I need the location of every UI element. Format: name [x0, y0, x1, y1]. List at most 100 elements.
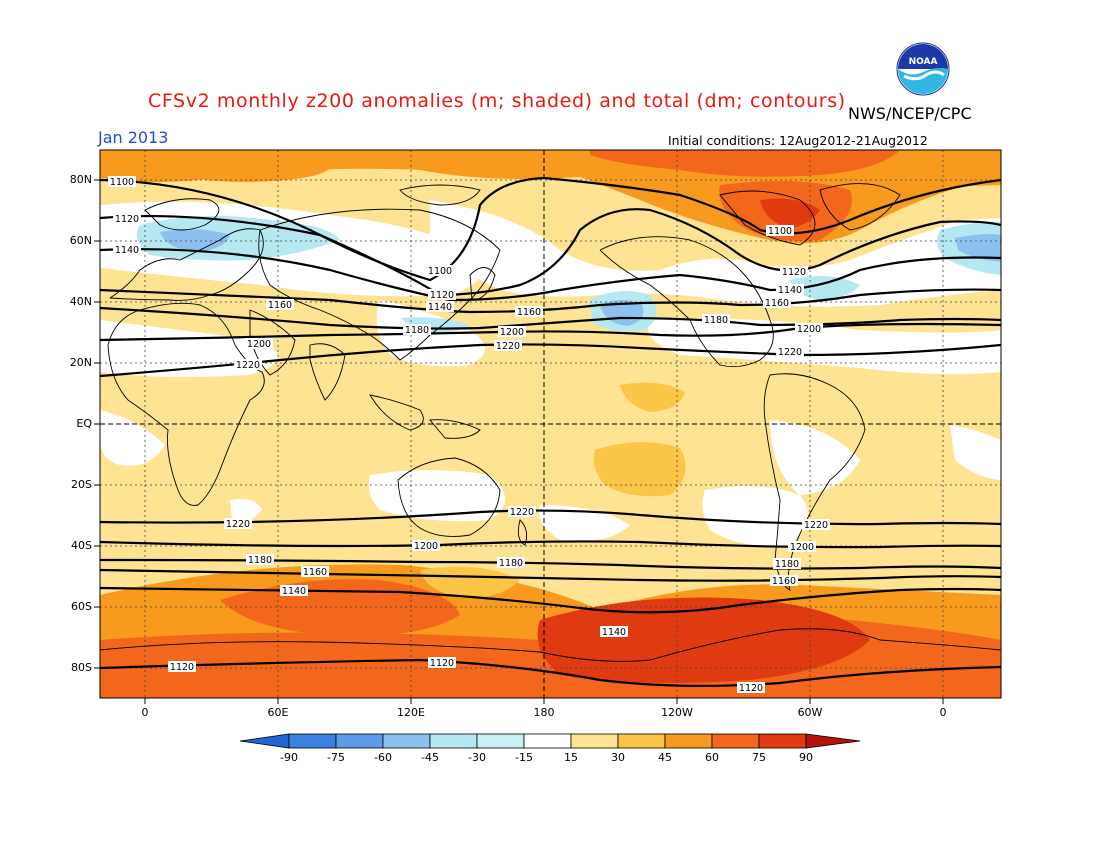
contour-label-1220-a: 1220 [494, 340, 522, 352]
svg-text:1200: 1200 [797, 324, 821, 335]
contour-label-1140-d: 1140 [280, 585, 308, 597]
noaa-logo: NOAA [896, 42, 950, 100]
contour-label-1220-c: 1220 [776, 346, 804, 358]
colorbar-swatch [617, 733, 666, 749]
contour-label-1120-d: 1120 [168, 661, 196, 673]
svg-text:1200: 1200 [247, 339, 271, 350]
lon-label-120e: 120E [397, 706, 425, 719]
lon-label-60w: 60W [797, 706, 823, 719]
contour-label-1200-b: 1200 [245, 338, 273, 350]
logo-text: NOAA [909, 57, 938, 67]
colorbar-swatch [711, 733, 760, 749]
contour-label-1120-e: 1120 [428, 657, 456, 669]
contour-label-1140-e: 1140 [600, 626, 628, 638]
colorbar-label: 30 [611, 751, 625, 764]
contour-label-1120-c: 1120 [780, 266, 808, 278]
svg-text:1160: 1160 [765, 298, 789, 309]
svg-text:1140: 1140 [115, 245, 139, 256]
colorbar-swatch [523, 733, 572, 749]
svg-text:1200: 1200 [414, 541, 438, 552]
svg-text:1100: 1100 [110, 177, 134, 188]
contour-label-1220-b: 1220 [234, 359, 262, 371]
svg-text:1140: 1140 [778, 285, 802, 296]
contour-label-1160-a: 1160 [266, 299, 294, 311]
svg-text:1220: 1220 [236, 360, 260, 371]
agency-label: NWS/NCEP/CPC [848, 104, 972, 123]
svg-text:1120: 1120 [430, 658, 454, 669]
svg-text:1120: 1120 [739, 683, 763, 694]
contour-label-1100-a: 1100 [108, 176, 136, 188]
colorbar-label: -30 [468, 751, 486, 764]
svg-text:1180: 1180 [405, 325, 429, 336]
contour-label-1200-a: 1200 [498, 326, 526, 338]
svg-text:1160: 1160 [772, 576, 796, 587]
svg-text:1180: 1180 [499, 558, 523, 569]
colorbar-swatch [382, 733, 431, 749]
colorbar-swatch [758, 733, 807, 749]
svg-text:1220: 1220 [778, 347, 802, 358]
svg-text:1180: 1180 [704, 315, 728, 326]
colorbar-swatch [664, 733, 713, 749]
lon-label-180: 180 [533, 706, 555, 719]
colorbar-label: -45 [421, 751, 439, 764]
lat-label-60n: 60N [69, 234, 92, 247]
lat-label-20n: 20N [69, 356, 92, 369]
contour-label-1220-e: 1220 [508, 506, 536, 518]
svg-text:1140: 1140 [602, 627, 626, 638]
contour-label-1200-d: 1200 [412, 540, 440, 552]
svg-text:1220: 1220 [510, 507, 534, 518]
svg-text:1120: 1120 [115, 214, 139, 225]
lat-label-eq: EQ [76, 417, 92, 430]
lat-label-80s: 80S [71, 661, 92, 674]
contour-label-1180-d: 1180 [497, 557, 525, 569]
coastlines [100, 183, 1001, 662]
initial-conditions: Initial conditions: 12Aug2012-21Aug2012 [668, 133, 928, 148]
lat-label-20s: 20S [71, 478, 92, 491]
contour-label-1140-a: 1140 [113, 244, 141, 256]
colorbar-label: 90 [799, 751, 813, 764]
lon-label-0: 0 [141, 706, 149, 719]
lat-label-80n: 80N [69, 173, 92, 186]
lon-label-120w: 120W [661, 706, 693, 719]
colorbar-swatch [288, 733, 337, 749]
contour-label-1120-f: 1120 [737, 682, 765, 694]
lat-label-60s: 60S [71, 600, 92, 613]
colorbar-arrow-left [239, 733, 290, 749]
contour-label-1180-b: 1180 [702, 314, 730, 326]
colorbar-label: 75 [752, 751, 766, 764]
svg-text:1220: 1220 [804, 520, 828, 531]
colorbar-swatch [570, 733, 619, 749]
contour-label-1120-b: 1120 [428, 289, 456, 301]
svg-text:1140: 1140 [282, 586, 306, 597]
colorbar-label: -75 [327, 751, 345, 764]
colorbar-swatch [335, 733, 384, 749]
contour-label-1100-b: 1100 [426, 265, 454, 277]
contour-label-1160-c: 1160 [763, 297, 791, 309]
contour-label-1140-c: 1140 [776, 284, 804, 296]
svg-text:1220: 1220 [226, 519, 250, 530]
svg-text:1120: 1120 [170, 662, 194, 673]
contour-label-1120-a: 1120 [113, 213, 141, 225]
contour-label-1220-f: 1220 [802, 519, 830, 531]
svg-text:1120: 1120 [782, 267, 806, 278]
valid-date: Jan 2013 [98, 128, 169, 147]
svg-text:1100: 1100 [768, 226, 792, 237]
contour-label-1220-d: 1220 [224, 518, 252, 530]
colorbar-label: 15 [564, 751, 578, 764]
contour-label-1140-b: 1140 [426, 301, 454, 313]
lat-label-40s: 40S [71, 539, 92, 552]
chart-title: CFSv2 monthly z200 anomalies (m; shaded)… [148, 90, 846, 112]
svg-text:1140: 1140 [428, 302, 452, 313]
colorbar-label: -15 [515, 751, 533, 764]
contour-labels: 1100 1120 1140 1100 1120 1140 1160 1180 … [108, 176, 830, 694]
lon-label-60e: 60E [267, 706, 289, 719]
svg-text:1120: 1120 [430, 290, 454, 301]
contour-label-1160-b: 1160 [515, 306, 543, 318]
axis-ticks [94, 179, 944, 704]
contour-label-1180-e: 1180 [773, 558, 801, 570]
contour-label-1200-c: 1200 [795, 323, 823, 335]
colorbar-swatch [429, 733, 478, 749]
contour-label-1160-e: 1160 [770, 575, 798, 587]
equator-dateline [100, 150, 1001, 698]
colorbar-arrow-right [805, 733, 861, 749]
